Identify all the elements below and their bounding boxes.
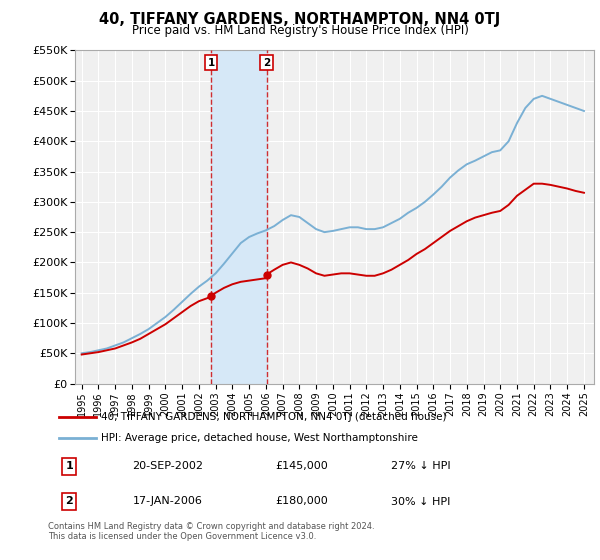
Text: Price paid vs. HM Land Registry's House Price Index (HPI): Price paid vs. HM Land Registry's House … bbox=[131, 24, 469, 36]
Text: 20-SEP-2002: 20-SEP-2002 bbox=[133, 461, 203, 472]
Bar bbox=[211, 50, 266, 384]
Text: Contains HM Land Registry data © Crown copyright and database right 2024.
This d: Contains HM Land Registry data © Crown c… bbox=[48, 522, 374, 542]
Text: 1: 1 bbox=[65, 461, 73, 472]
Text: £145,000: £145,000 bbox=[275, 461, 328, 472]
Text: 27% ↓ HPI: 27% ↓ HPI bbox=[391, 461, 451, 472]
Text: 17-JAN-2006: 17-JAN-2006 bbox=[133, 497, 202, 506]
Text: HPI: Average price, detached house, West Northamptonshire: HPI: Average price, detached house, West… bbox=[101, 433, 418, 444]
Text: 2: 2 bbox=[65, 497, 73, 506]
Text: 40, TIFFANY GARDENS, NORTHAMPTON, NN4 0TJ (detached house): 40, TIFFANY GARDENS, NORTHAMPTON, NN4 0T… bbox=[101, 412, 446, 422]
Text: £180,000: £180,000 bbox=[275, 497, 328, 506]
Text: 1: 1 bbox=[208, 58, 215, 68]
Text: 40, TIFFANY GARDENS, NORTHAMPTON, NN4 0TJ: 40, TIFFANY GARDENS, NORTHAMPTON, NN4 0T… bbox=[100, 12, 500, 27]
Text: 30% ↓ HPI: 30% ↓ HPI bbox=[391, 497, 451, 506]
Text: 2: 2 bbox=[263, 58, 270, 68]
